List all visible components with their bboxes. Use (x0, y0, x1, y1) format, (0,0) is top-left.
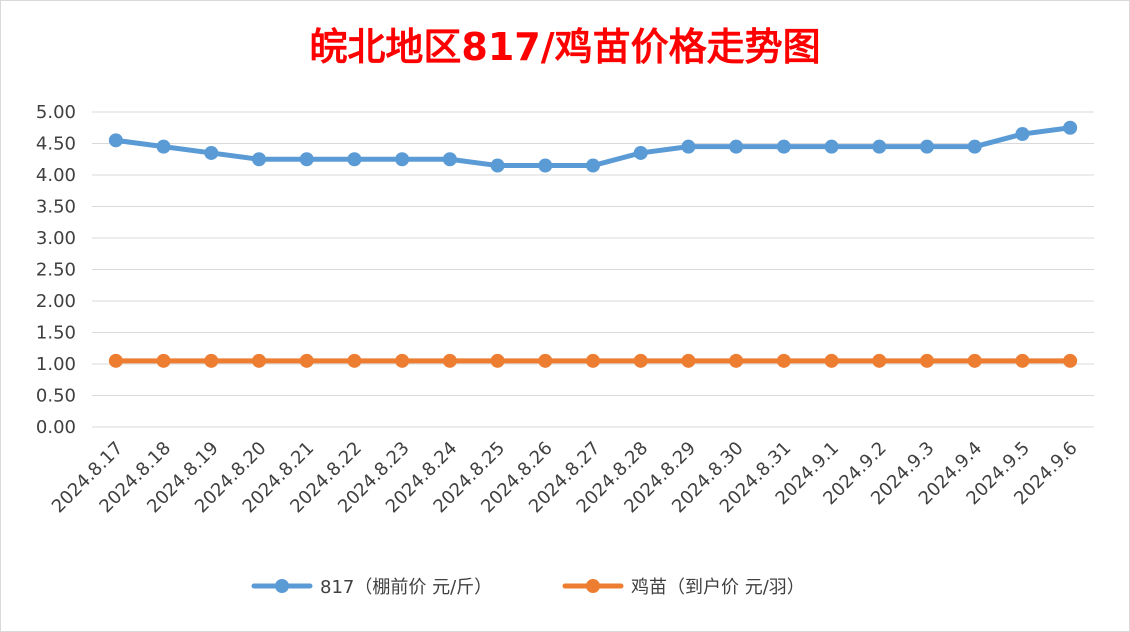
y-tick-label: 1.50 (36, 323, 76, 344)
y-tick-label: 4.50 (36, 134, 76, 155)
data-point (347, 353, 362, 368)
data-point (108, 133, 123, 148)
chart-title: 皖北地区817/鸡苗价格走势图 (309, 25, 820, 69)
data-point (490, 158, 505, 173)
data-point (1015, 127, 1030, 142)
data-point (204, 353, 219, 368)
data-point (586, 353, 600, 368)
y-tick-label: 2.50 (36, 260, 76, 281)
data-point (633, 145, 648, 160)
data-point (872, 139, 887, 154)
y-tick-label: 4.00 (36, 165, 76, 186)
data-point (1063, 353, 1078, 368)
y-tick-label: 0.50 (36, 386, 76, 407)
data-point (872, 353, 887, 368)
legend: 817（棚前价 元/斤） 鸡苗（到户价 元/羽） (251, 577, 805, 598)
data-point (156, 353, 171, 368)
y-tick-label: 5.00 (36, 102, 76, 123)
data-point (299, 152, 314, 167)
series-2 (108, 353, 1078, 368)
data-point (1063, 120, 1078, 135)
data-point (538, 353, 553, 368)
legend-item: 817（棚前价 元/斤） (251, 577, 492, 598)
data-point (776, 139, 791, 154)
data-point (347, 152, 362, 167)
data-point (824, 353, 839, 368)
data-point (776, 353, 791, 368)
data-point (442, 152, 457, 167)
legend-item: 鸡苗（到户价 元/羽） (562, 577, 805, 598)
y-tick-label: 1.00 (36, 354, 76, 375)
data-point (108, 353, 123, 368)
data-point (729, 353, 744, 368)
data-point (633, 353, 648, 368)
data-point (156, 139, 171, 154)
data-point (967, 353, 982, 368)
y-tick-label: 0.00 (36, 417, 76, 438)
data-point (920, 353, 934, 368)
data-point (681, 139, 696, 154)
data-point (490, 353, 505, 368)
legend-label: 817（棚前价 元/斤） (320, 577, 492, 598)
data-point (1015, 353, 1030, 368)
y-axis-ticks: 0.00 0.50 1.00 1.50 2.00 2.50 3.00 3.50 4.00 4.50… (36, 102, 76, 438)
data-point (442, 353, 457, 368)
data-point (586, 158, 600, 173)
data-point (395, 152, 410, 167)
legend-label: 鸡苗（到户价 元/羽） (631, 577, 805, 598)
data-point (920, 139, 934, 154)
data-point (729, 139, 744, 154)
data-point (252, 152, 266, 167)
data-point (252, 353, 266, 368)
data-point (824, 139, 839, 154)
legend-marker (586, 579, 600, 593)
y-tick-label: 3.00 (36, 228, 76, 249)
series-1 (108, 120, 1078, 173)
data-point (395, 353, 410, 368)
legend-marker (275, 579, 289, 593)
series-layer (108, 120, 1078, 368)
data-point (538, 158, 553, 173)
data-point (204, 145, 219, 160)
data-point (967, 139, 982, 154)
data-point (299, 353, 314, 368)
data-point (681, 353, 696, 368)
y-tick-label: 2.00 (36, 291, 76, 312)
y-tick-label: 3.50 (36, 197, 76, 218)
